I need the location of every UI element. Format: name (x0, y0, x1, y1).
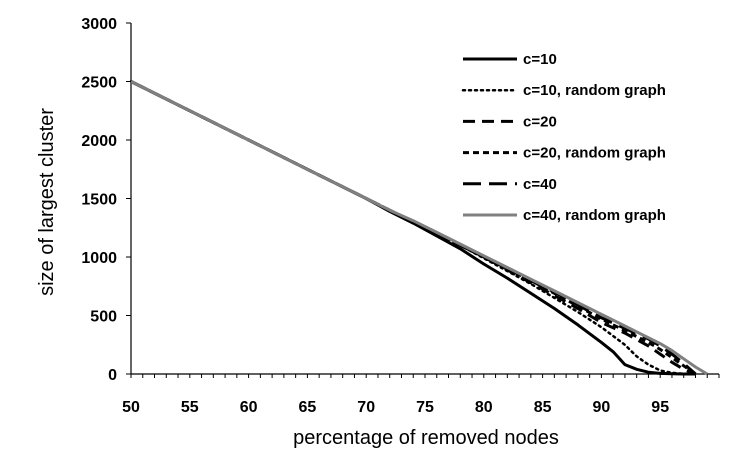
x-tick-label: 60 (240, 399, 258, 416)
x-tick-label: 65 (299, 399, 317, 416)
legend-label-2: c=10, random graph (523, 82, 666, 99)
y-axis-title: size of largest cluster (36, 108, 58, 296)
x-axis-ticks: 50 55 60 65 70 75 80 85 90 95 (122, 374, 720, 416)
legend: c=10 c=10, random graph c=20 c=20, random g… (461, 51, 666, 224)
y-tick-label: 0 (108, 367, 117, 384)
legend-label-4: c=20, random graph (523, 145, 666, 162)
x-tick-label: 70 (357, 399, 375, 416)
y-tick-label: 1500 (81, 192, 117, 209)
y-tick-label: 2000 (81, 133, 117, 150)
x-tick-label: 85 (534, 399, 552, 416)
series-lines (129, 80, 708, 376)
x-tick-label: 80 (475, 399, 493, 416)
x-tick-label: 55 (181, 399, 199, 416)
legend-label-6: c=40, random graph (523, 207, 666, 224)
x-axis-title: percentage of removed nodes (293, 427, 559, 449)
x-tick-label: 95 (651, 399, 669, 416)
x-tick-label: 50 (122, 399, 140, 416)
x-tick-label: 90 (593, 399, 611, 416)
y-tick-label: 3000 (81, 16, 117, 33)
y-tick-label: 2500 (81, 75, 117, 92)
y-tick-label: 500 (90, 309, 117, 326)
legend-label-5: c=40 (523, 176, 557, 193)
y-axis-ticks: 0 500 1000 1500 2000 2500 3000 (81, 16, 131, 384)
series-line-6 (130, 80, 708, 376)
legend-label-3: c=20 (523, 113, 557, 130)
x-tick-label: 75 (416, 399, 434, 416)
y-tick-label: 1000 (81, 250, 117, 267)
legend-label-1: c=10 (523, 51, 557, 68)
